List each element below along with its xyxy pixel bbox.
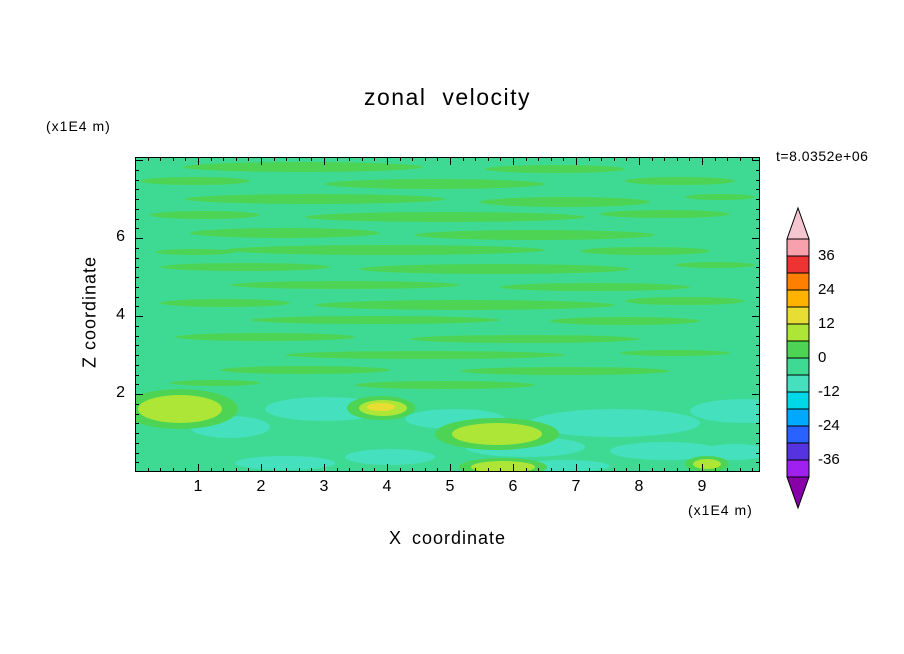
x-axis-title: X coordinate xyxy=(388,528,507,548)
colorbar-tick-label: 12 xyxy=(818,315,835,332)
y-tick-label: 2 xyxy=(116,384,125,401)
colorbar-tick-label: 0 xyxy=(818,349,827,366)
colorbar-tick-label: 36 xyxy=(818,247,835,264)
colorbar-tick-label: -24 xyxy=(818,417,840,434)
x-axis-unit-label: (x1E4 m) xyxy=(688,502,753,518)
time-annotation: t=8.0352e+06 xyxy=(776,148,869,164)
x-tick-label: 6 xyxy=(508,478,518,495)
x-tick-label: 8 xyxy=(634,478,644,495)
x-tick-label: 7 xyxy=(571,478,581,495)
contour-field xyxy=(135,157,760,472)
colorbar-tick-label: -12 xyxy=(818,383,840,400)
chart-title: zonal velocity xyxy=(363,84,532,110)
x-tick-label: 4 xyxy=(382,478,392,495)
x-tick-label: 1 xyxy=(193,478,203,495)
x-tick-label: 5 xyxy=(445,478,455,495)
y-tick-label: 4 xyxy=(116,306,125,323)
x-tick-label: 2 xyxy=(256,478,266,495)
x-tick-label: 9 xyxy=(697,478,707,495)
y-axis-unit-label: (x1E4 m) xyxy=(46,118,111,134)
colorbar-tick-label: -36 xyxy=(818,451,840,468)
x-tick-label: 3 xyxy=(319,478,329,495)
colorbar xyxy=(786,206,810,510)
colorbar-tick-label: 24 xyxy=(818,281,835,298)
y-tick-label: 6 xyxy=(116,228,125,245)
y-axis-title: Z coordinate xyxy=(79,255,100,369)
